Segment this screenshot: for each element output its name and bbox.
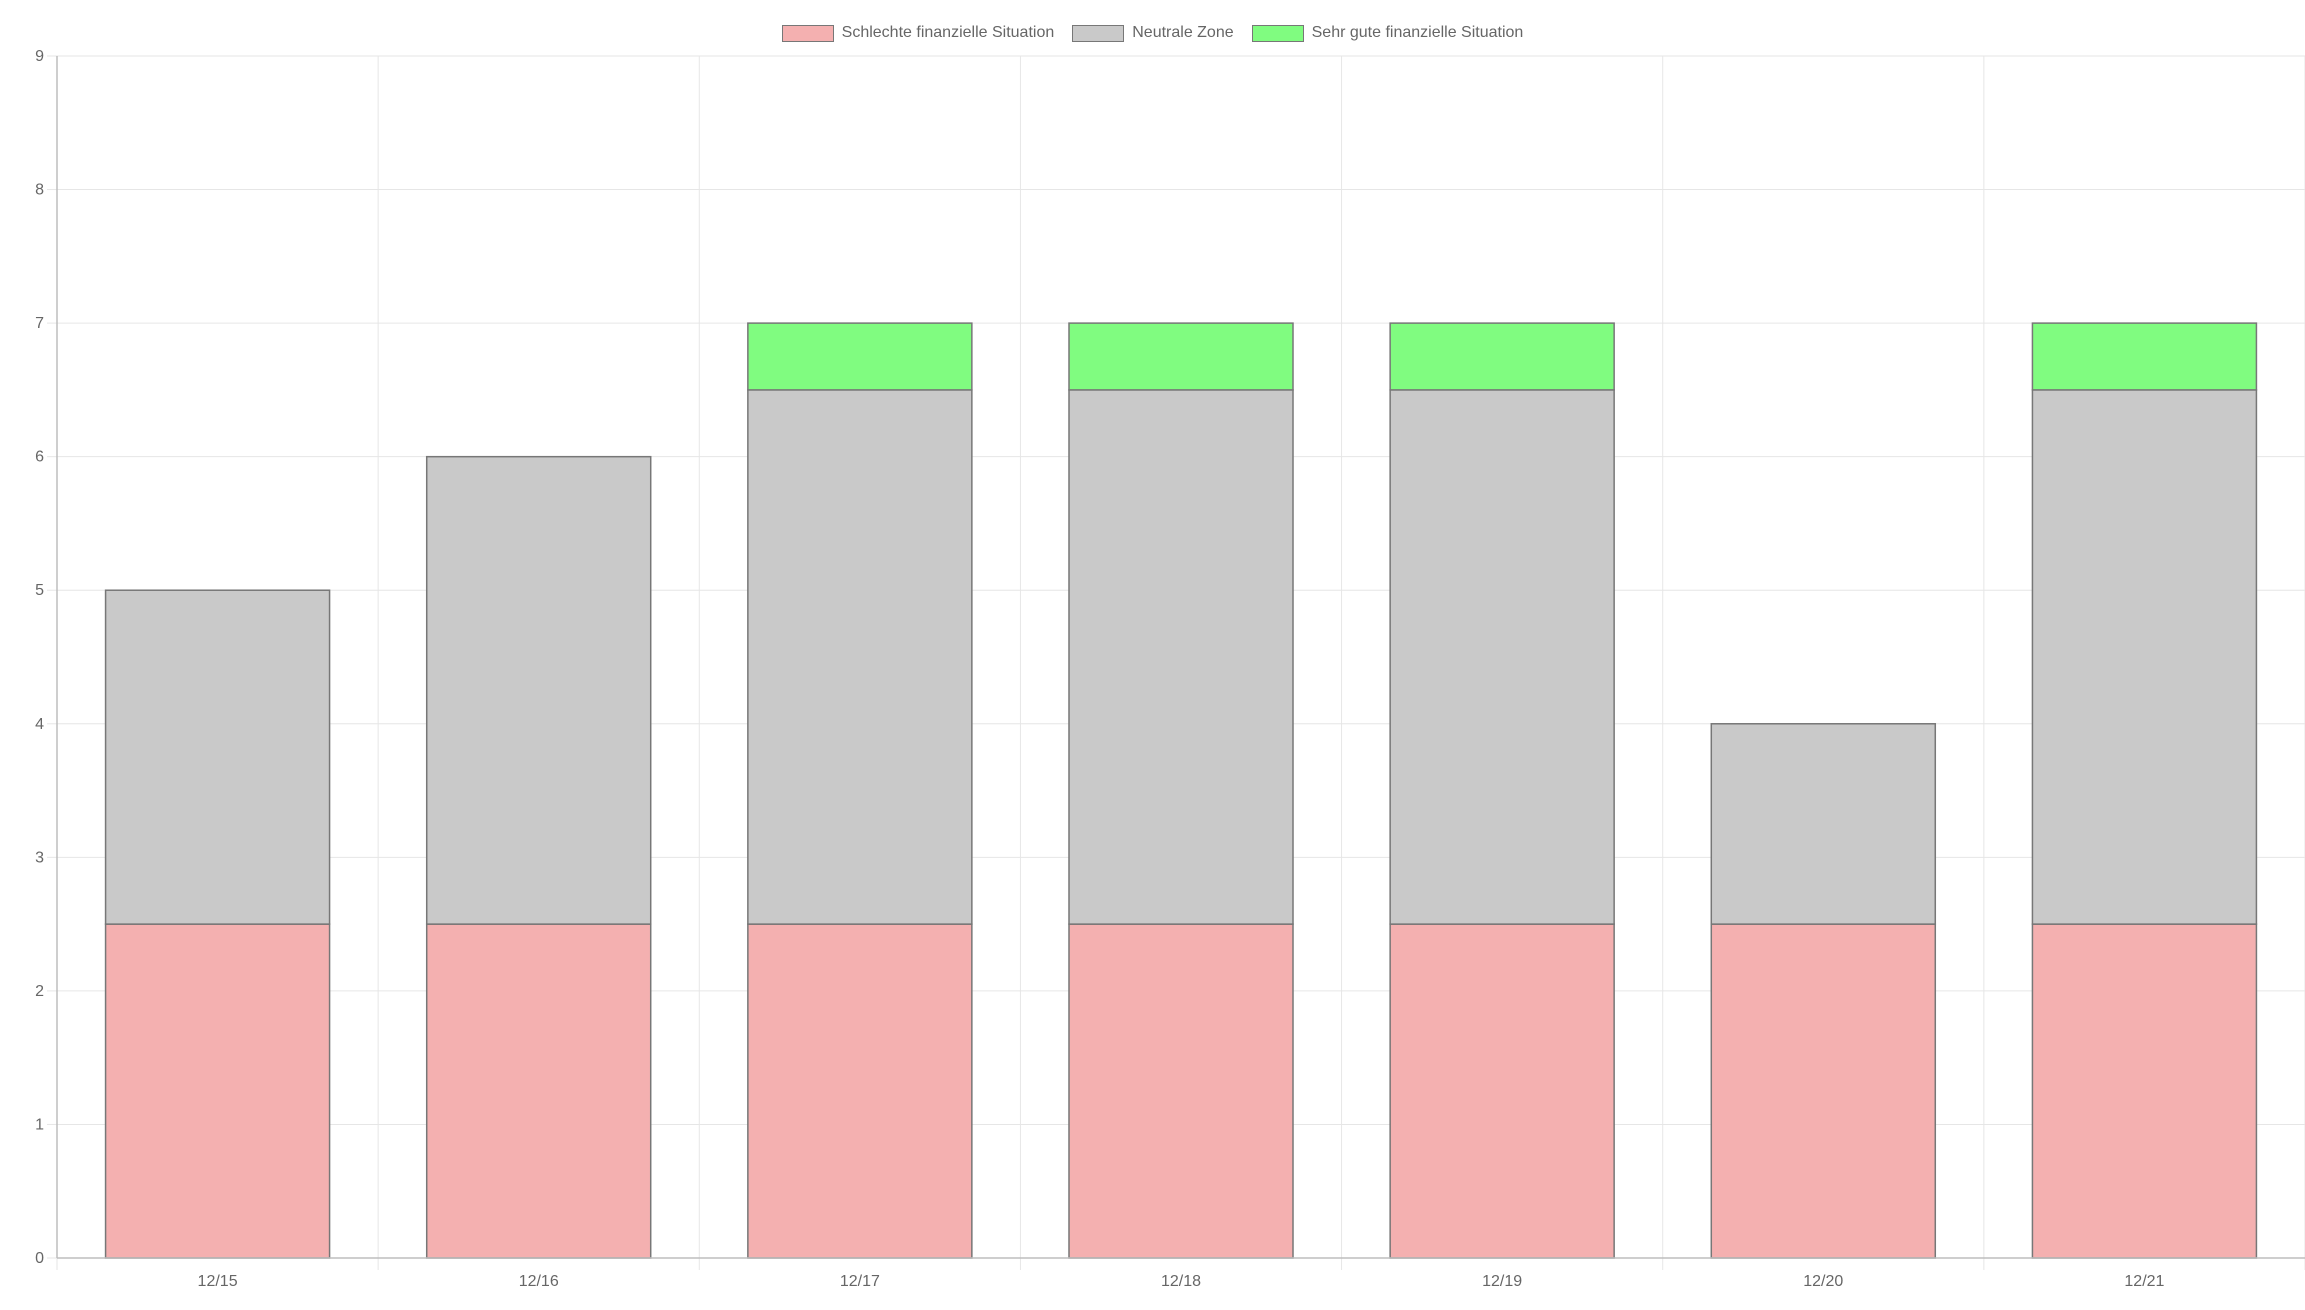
x-tick-label: 12/20: [1803, 1273, 1843, 1290]
legend-item-neutral[interactable]: Neutrale Zone: [1072, 24, 1234, 42]
axis-layer: 0 1 2 3 4 5 6 7 8 9 12/15 12/16 12/17 12/18 12/19 12/20…: [35, 48, 2305, 1290]
x-tick-label: 12/17: [840, 1273, 880, 1290]
bar-segment[interactable]: [1389, 923, 1615, 1259]
bar-segment[interactable]: [1068, 923, 1294, 1259]
legend-label-neutral: Neutrale Zone: [1132, 24, 1234, 41]
bar-segment[interactable]: [104, 923, 331, 1259]
bar-segment[interactable]: [2031, 923, 2258, 1259]
x-tick-label: 12/18: [1161, 1273, 1201, 1290]
y-tick-label: 9: [35, 48, 44, 65]
y-tick-label: 5: [35, 582, 44, 599]
bar-segment[interactable]: [1389, 322, 1615, 391]
bar-segment[interactable]: [425, 923, 652, 1259]
bar-segment[interactable]: [747, 389, 973, 925]
bar-segment[interactable]: [425, 455, 652, 925]
x-tick-label: 12/15: [198, 1273, 238, 1290]
legend: Schlechte finanzielle Situation Neutrale…: [0, 24, 2305, 42]
y-tick-label: 1: [35, 1116, 44, 1133]
bar-segment[interactable]: [747, 322, 973, 391]
x-tick-label: 12/16: [519, 1273, 559, 1290]
legend-swatch-neutral: [1072, 24, 1125, 42]
y-tick-label: 2: [35, 983, 44, 1000]
legend-label-sehr-gut: Sehr gute finanzielle Situation: [1311, 24, 1524, 41]
bar-segment[interactable]: [1389, 389, 1615, 925]
y-tick-label: 3: [35, 849, 44, 866]
legend-swatch-schlecht: [781, 24, 834, 42]
legend-item-sehr-gut[interactable]: Sehr gute finanzielle Situation: [1251, 24, 1524, 42]
bar-segment[interactable]: [747, 923, 973, 1259]
bar-segment[interactable]: [104, 589, 331, 925]
x-tick-label: 12/19: [1482, 1273, 1522, 1290]
bar-segment[interactable]: [2031, 389, 2258, 925]
bar-segment[interactable]: [1068, 322, 1294, 391]
bar-segment[interactable]: [1068, 389, 1294, 925]
y-tick-label: 8: [35, 182, 44, 199]
bar-segment[interactable]: [2031, 322, 2258, 391]
legend-swatch-sehr-gut: [1251, 24, 1304, 42]
bar-segment[interactable]: [1710, 923, 1937, 1259]
y-tick-label: 7: [35, 315, 44, 332]
bars-layer: [104, 322, 2258, 1259]
x-tick-label: 12/21: [2124, 1273, 2164, 1290]
bar-segment[interactable]: [1710, 723, 1937, 925]
y-tick-label: 6: [35, 449, 44, 466]
y-tick-label: 0: [35, 1250, 44, 1267]
legend-label-schlecht: Schlechte finanzielle Situation: [841, 24, 1055, 41]
legend-item-schlecht[interactable]: Schlechte finanzielle Situation: [781, 24, 1055, 42]
y-tick-label: 4: [35, 716, 44, 733]
